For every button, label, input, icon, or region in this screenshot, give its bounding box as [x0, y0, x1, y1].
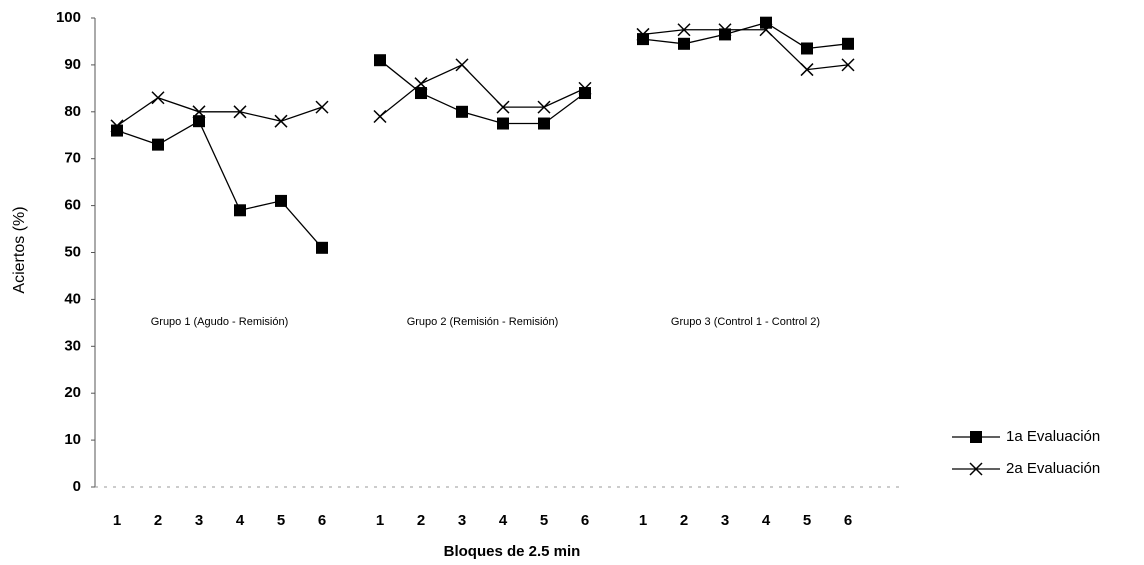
- x-tick-label: 4: [236, 512, 245, 529]
- x-tick-label: 4: [499, 512, 508, 529]
- marker: [193, 115, 205, 128]
- marker: [233, 105, 247, 119]
- marker: [496, 100, 510, 114]
- y-tick-label: 90: [64, 56, 81, 73]
- x-tick-label: 2: [417, 512, 425, 529]
- group-label: Grupo 2 (Remisión - Remisión): [407, 316, 559, 328]
- marker: [578, 81, 592, 95]
- y-tick-label: 20: [64, 384, 81, 401]
- x-axis-title: Bloques de 2.5 min: [444, 543, 581, 560]
- x-tick-label: 3: [721, 512, 729, 529]
- marker: [234, 204, 246, 217]
- legend-label: 1a Evaluación: [1006, 428, 1100, 445]
- marker: [275, 194, 287, 207]
- x-tick-label: 1: [113, 512, 121, 529]
- y-tick-label: 10: [64, 431, 81, 448]
- y-axis-title: Aciertos (%): [11, 206, 28, 293]
- series-line: [116, 29, 849, 127]
- x-tick-label: 4: [762, 512, 771, 529]
- marker: [455, 58, 469, 72]
- marker: [759, 23, 773, 37]
- x-tick-label: 3: [458, 512, 466, 529]
- marker: [151, 91, 165, 105]
- group-label: Grupo 3 (Control 1 - Control 2): [671, 316, 820, 328]
- marker: [374, 54, 386, 67]
- marker: [677, 23, 691, 37]
- marker: [841, 58, 855, 72]
- marker: [456, 105, 468, 118]
- marker: [415, 87, 427, 100]
- x-tick-label: 6: [581, 512, 589, 529]
- marker: [719, 28, 731, 41]
- y-tick-label: 50: [64, 243, 81, 260]
- x-tick-label: 5: [803, 512, 811, 529]
- marker: [152, 138, 164, 151]
- y-tick-label: 30: [64, 337, 81, 354]
- marker: [192, 105, 206, 119]
- y-tick-label: 60: [64, 197, 81, 214]
- x-tick-label: 2: [154, 512, 162, 529]
- marker: [842, 37, 854, 50]
- marker: [274, 114, 288, 128]
- x-tick-label: 3: [195, 512, 203, 529]
- marker: [538, 117, 550, 130]
- marker: [110, 119, 124, 133]
- marker: [637, 33, 649, 46]
- y-tick-label: 0: [73, 478, 81, 495]
- x-tick-label: 1: [639, 512, 647, 529]
- marker: [801, 42, 813, 55]
- y-tick-label: 40: [64, 290, 81, 307]
- series-line: [116, 21, 849, 249]
- marker: [414, 77, 428, 91]
- y-tick-label: 80: [64, 103, 81, 120]
- marker: [800, 63, 814, 77]
- y-tick-label: 70: [64, 150, 81, 167]
- marker: [678, 37, 690, 50]
- x-tick-label: 6: [318, 512, 326, 529]
- marker: [718, 23, 732, 37]
- x-tick-label: 5: [277, 512, 285, 529]
- x-tick-label: 2: [680, 512, 688, 529]
- x-tick-label: 5: [540, 512, 548, 529]
- marker: [315, 100, 329, 114]
- marker: [636, 27, 650, 41]
- y-tick-label: 100: [56, 9, 81, 26]
- group-label: Grupo 1 (Agudo - Remisión): [151, 316, 289, 328]
- marker: [373, 109, 387, 124]
- legend-label: 2a Evaluación: [1006, 460, 1100, 477]
- x-tick-label: 6: [844, 512, 852, 529]
- marker: [760, 16, 772, 29]
- marker: [969, 462, 983, 476]
- x-tick-label: 1: [376, 512, 384, 529]
- marker: [111, 124, 123, 137]
- marker: [537, 100, 551, 114]
- marker: [970, 431, 982, 443]
- marker: [497, 117, 509, 130]
- marker: [316, 241, 328, 254]
